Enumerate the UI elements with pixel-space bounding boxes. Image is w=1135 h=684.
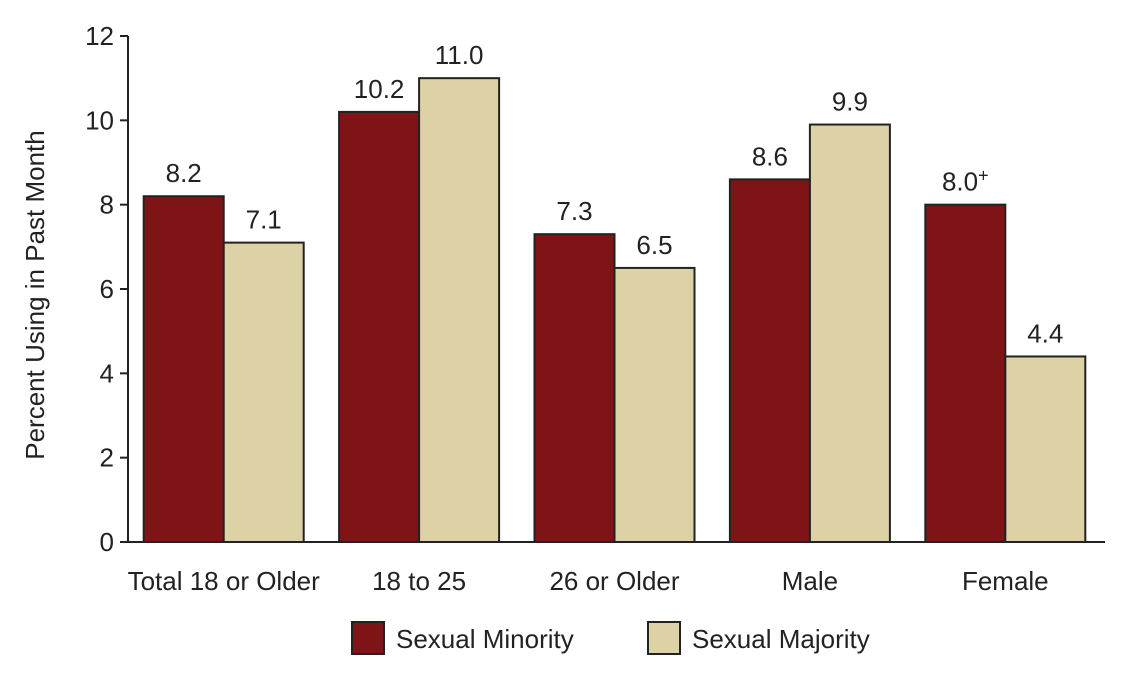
data-label: 6.5 <box>636 230 672 260</box>
bar-sexual-majority <box>613 266 696 543</box>
x-category-label: 26 or Older <box>549 566 679 596</box>
data-label: 7.3 <box>556 196 592 226</box>
bar-sexual-minority <box>142 195 225 543</box>
y-tick-label: 10 <box>85 105 114 135</box>
x-category-label: Male <box>782 566 838 596</box>
axes-group <box>120 35 1105 543</box>
bar-sexual-majority <box>418 77 501 544</box>
bar-sexual-majority <box>222 241 305 543</box>
legend-label: Sexual Majority <box>692 624 870 654</box>
y-tick-label: 6 <box>100 274 114 304</box>
data-label: 8.0+ <box>942 166 989 197</box>
bar-sexual-majority <box>1004 355 1087 544</box>
y-tick-label: 0 <box>100 527 114 557</box>
x-category-label: Total 18 or Older <box>128 566 321 596</box>
y-tick-label: 8 <box>100 190 114 220</box>
legend-label: Sexual Minority <box>396 624 574 654</box>
bar-sexual-minority <box>338 110 421 544</box>
bars-group <box>142 77 1087 544</box>
data-label: 8.6 <box>752 141 788 171</box>
data-label: 4.4 <box>1027 318 1063 348</box>
data-label: 11.0 <box>435 40 484 70</box>
y-tick-label: 4 <box>100 358 114 388</box>
bar-sexual-minority <box>924 203 1007 544</box>
data-label: 10.2 <box>354 74 405 104</box>
bar-sexual-minority <box>728 178 811 543</box>
y-tick-label: 12 <box>85 21 114 51</box>
bar-sexual-majority <box>808 123 891 544</box>
text-group: 0 2 4 6 8 10 12 Percent Using in Past Month 8.2 7… <box>20 21 1063 596</box>
data-label: 7.1 <box>246 205 282 235</box>
data-label: 8.2 <box>166 158 202 188</box>
data-label: 9.9 <box>832 87 868 117</box>
legend: Sexual Minority Sexual Majority <box>351 621 870 655</box>
legend-swatch <box>647 621 681 655</box>
x-category-label: 18 to 25 <box>372 566 466 596</box>
y-tick-label: 2 <box>100 443 114 473</box>
x-category-label: Female <box>962 566 1049 596</box>
legend-swatch <box>351 621 385 655</box>
bar-sexual-minority <box>533 233 616 544</box>
y-axis-title: Percent Using in Past Month <box>20 130 50 460</box>
